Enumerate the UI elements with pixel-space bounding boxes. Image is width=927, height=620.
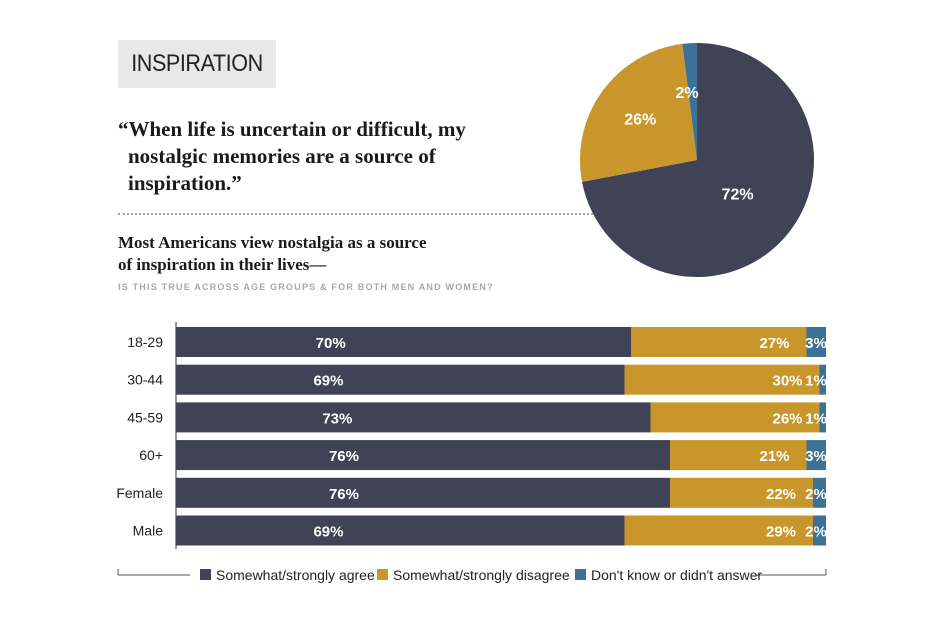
bar-segment	[670, 440, 807, 471]
bar-value-label: 2%	[805, 524, 827, 541]
bar-segment	[813, 515, 826, 546]
bar-segment	[670, 477, 813, 508]
headline-line: Most Americans view nostalgia as a sourc…	[118, 233, 427, 252]
section-tag-label: INSPIRATION	[131, 50, 263, 77]
bar-segment	[176, 327, 631, 357]
quote-line: inspiration.”	[128, 171, 242, 195]
legend-label: Somewhat/strongly agree	[216, 567, 375, 583]
bar-category-label: 30-44	[127, 372, 163, 388]
bar-value-label: 1%	[805, 373, 827, 390]
quote-line: nostalgic memories are a source of	[128, 144, 436, 168]
pie-label: 72%	[722, 187, 754, 204]
bar-segment	[631, 327, 807, 357]
bar-segment	[176, 477, 670, 508]
bar-value-label: 2%	[805, 486, 827, 503]
pie-slice	[682, 43, 697, 160]
dotted-divider	[118, 213, 593, 215]
bar-segment	[176, 440, 670, 471]
bar-value-label: 69%	[313, 524, 343, 541]
bar-value-label: 76%	[329, 486, 359, 503]
legend-swatch	[575, 569, 586, 580]
bar-category-label: 60+	[139, 447, 163, 463]
bar-segment	[624, 364, 820, 395]
bar-segment	[650, 402, 820, 433]
bar-category-label: Male	[133, 523, 164, 539]
legend-swatch	[200, 569, 211, 580]
bar-value-label: 26%	[772, 410, 802, 427]
bar-value-label: 3%	[805, 448, 827, 465]
bar-category-label: Female	[116, 485, 163, 501]
bar-segment	[176, 364, 625, 395]
bar-segment	[806, 327, 826, 357]
headline-line: of inspiration in their lives—	[118, 255, 327, 274]
bar-value-label: 70%	[316, 335, 346, 352]
bar-value-label: 22%	[766, 486, 796, 503]
pie-slice	[582, 43, 815, 277]
bar-value-label: 1%	[805, 410, 827, 427]
bar-category-label: 45-59	[127, 409, 163, 425]
quote-line: “When life is uncertain or difficult, my	[118, 117, 466, 141]
section-tag: INSPIRATION	[118, 40, 276, 88]
bar-value-label: 73%	[322, 410, 352, 427]
chart-headline: Most Americans view nostalgia as a sourc…	[118, 232, 578, 276]
bar-segment	[819, 364, 826, 395]
pie-label: 26%	[624, 112, 656, 129]
bar-value-label: 21%	[759, 448, 789, 465]
bar-value-label: 27%	[759, 335, 789, 352]
bar-segment	[806, 440, 826, 471]
legend-label: Don't know or didn't answer	[591, 567, 762, 583]
bar-value-label: 30%	[772, 373, 802, 390]
quote: “When life is uncertain or difficult, my…	[118, 116, 578, 197]
legend-swatch	[377, 569, 388, 580]
bar-category-label: 18-29	[127, 334, 163, 350]
bar-segment	[176, 402, 651, 433]
pie-label: 2%	[675, 85, 698, 102]
bar-segment	[624, 515, 813, 546]
bar-value-label: 29%	[766, 524, 796, 541]
pie-slice	[580, 43, 697, 182]
bar-value-label: 76%	[329, 448, 359, 465]
chart-subheadline: IS THIS TRUE ACROSS AGE GROUPS & FOR BOT…	[118, 282, 494, 292]
bar-segment	[813, 477, 826, 508]
legend-label: Somewhat/strongly disagree	[393, 567, 570, 583]
bar-segment	[819, 402, 826, 433]
bar-value-label: 3%	[805, 335, 827, 352]
bar-segment	[176, 515, 625, 546]
bar-value-label: 69%	[313, 373, 343, 390]
